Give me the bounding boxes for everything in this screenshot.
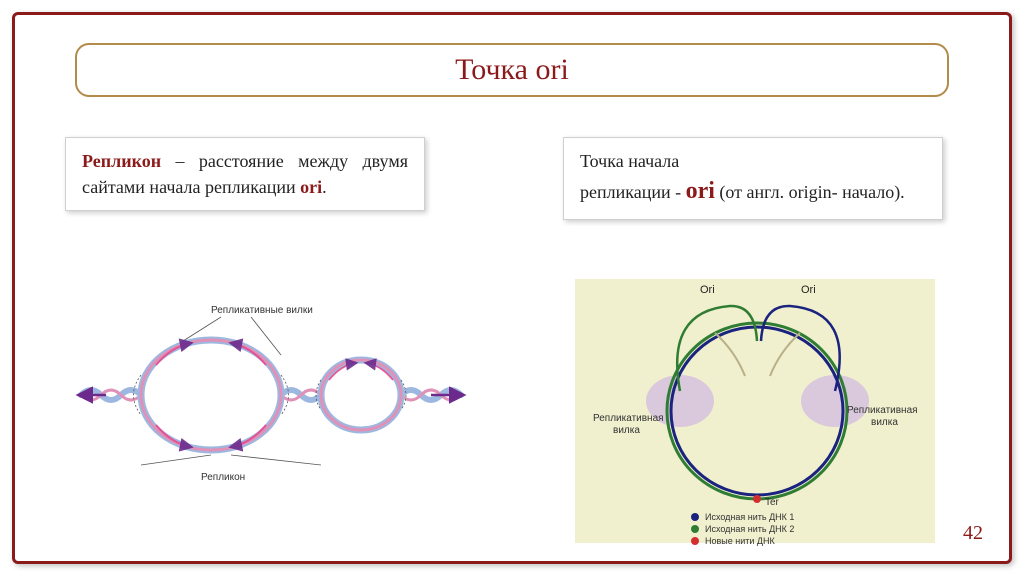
label-ori-left: Ori [700, 284, 715, 296]
page-number: 42 [963, 522, 983, 545]
label-ori-right: Ori [801, 284, 816, 296]
title-box: Точка ori [75, 43, 949, 97]
label-fork-right-2: вилка [871, 417, 898, 428]
ori-line1: Точка начала [580, 151, 679, 171]
svg-text:Исходная нить ДНК 2: Исходная нить ДНК 2 [705, 524, 794, 534]
ter-point [753, 495, 761, 503]
label-fork-right-1: Репликативная [847, 405, 918, 416]
label-ter: Ter [765, 497, 780, 508]
page-title: Точка ori [455, 53, 569, 87]
label-fork-left-1: Репликативная [593, 413, 664, 424]
label-forks: Репликативные вилки [211, 305, 313, 316]
ori-line2a: репликации - [580, 182, 686, 202]
svg-text:Исходная нить ДНК 1: Исходная нить ДНК 1 [705, 512, 794, 522]
replication-bubble-large [134, 340, 289, 450]
term-ori-big: ori [686, 178, 715, 204]
definition-replicon: Репликон – расстояние между двумя сайтам… [65, 137, 425, 211]
term-ori-1: ori [300, 177, 322, 197]
replication-bubble-small [316, 360, 406, 430]
label-replicon: Репликон [201, 472, 245, 483]
diagram-replicon: Репликативные вилки [71, 295, 471, 495]
ori-line2b: (от англ. origin- начало). [715, 182, 905, 202]
def-text-2: . [322, 177, 327, 197]
definition-ori: Точка начала репликации - ori (от англ. … [563, 137, 943, 220]
diagram-circular-dna: Ori Ori Репликативная вилка Репликативна… [565, 271, 945, 551]
svg-text:Новые нити ДНК: Новые нити ДНК [705, 536, 776, 546]
fork-glow-right [801, 375, 869, 427]
slide-frame: Точка ori Репликон – расстояние между дв… [12, 12, 1012, 564]
label-fork-left-2: вилка [613, 425, 640, 436]
term-replicon: Репликон [82, 151, 161, 171]
